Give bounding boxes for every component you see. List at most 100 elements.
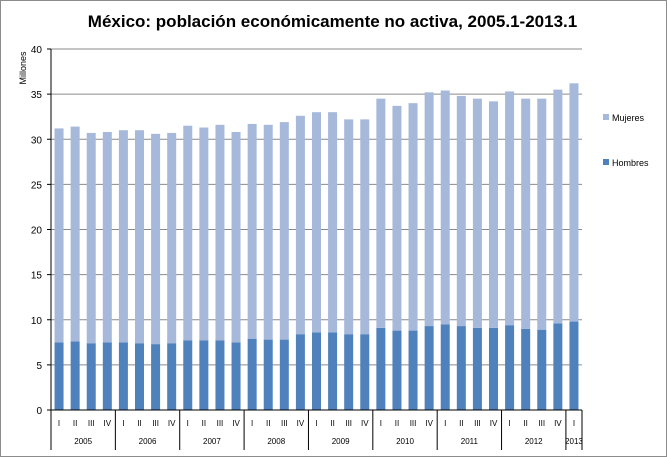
bar-mujeres [151, 133, 161, 345]
bar-hombres [312, 332, 321, 410]
bar-hombres [86, 343, 96, 410]
bar-hombres [489, 327, 498, 410]
x-year-label: 2011 [461, 437, 479, 446]
x-tick-label: II [73, 419, 77, 428]
legend-label-hombres: Hombres [612, 158, 649, 168]
bar-hombres [247, 338, 257, 410]
bar-hombres [151, 344, 161, 410]
bar-mujeres [408, 103, 418, 331]
bar-mujeres [344, 119, 354, 335]
bar-hombres [537, 329, 547, 410]
chart-title: México: población económicamente no acti… [87, 12, 578, 31]
bar-mujeres [86, 132, 96, 344]
x-tick-label: III [538, 419, 545, 428]
bar-hombres [199, 340, 209, 410]
bar-hombres [521, 328, 531, 410]
bar-hombres [328, 332, 338, 410]
bar-hombres [279, 339, 289, 410]
x-tick-label: I [380, 419, 382, 428]
bar-mujeres [328, 112, 338, 333]
x-tick-label: I [187, 419, 189, 428]
x-year-label: 2005 [74, 437, 92, 446]
x-year-label: 2007 [203, 437, 221, 446]
bar-mujeres [472, 98, 482, 328]
bar-mujeres [54, 128, 64, 343]
bar-mujeres [521, 98, 531, 329]
x-tick-label: I [508, 419, 510, 428]
bar-mujeres [537, 98, 547, 330]
x-tick-label: II [137, 419, 141, 428]
x-tick-label: III [217, 419, 224, 428]
x-tick-label: I [58, 419, 60, 428]
bar-hombres [118, 342, 128, 410]
bar-hombres [54, 342, 64, 410]
bar-hombres [135, 343, 144, 410]
bar-hombres [376, 327, 386, 410]
legend-label-mujeres: Mujeres [612, 113, 645, 123]
bar-mujeres [102, 132, 112, 343]
x-tick-label: III [281, 419, 288, 428]
bar-mujeres [456, 95, 466, 327]
bar-mujeres [569, 83, 579, 322]
x-year-label: 2013 [565, 437, 583, 446]
x-tick-label: I [573, 419, 575, 428]
bar-hombres [505, 325, 515, 410]
x-tick-label: II [523, 419, 527, 428]
bar-mujeres [440, 90, 450, 325]
bar-hombres [263, 339, 273, 410]
bar-mujeres [505, 91, 515, 326]
x-tick-label: III [474, 419, 481, 428]
bar-mujeres [70, 126, 80, 342]
bar-mujeres [118, 130, 128, 343]
bar-hombres [344, 334, 354, 410]
bar-hombres [167, 343, 177, 410]
x-tick-label: III [152, 419, 159, 428]
bar-mujeres [199, 127, 209, 341]
y-tick-label: 0 [36, 406, 42, 417]
bar-mujeres [215, 124, 225, 341]
y-tick-label: 5 [36, 361, 42, 372]
x-tick-label: III [88, 419, 95, 428]
x-tick-label: I [315, 419, 317, 428]
bar-hombres [215, 340, 225, 410]
bar-mujeres [376, 98, 386, 328]
bar-mujeres [135, 130, 144, 344]
x-tick-label: IV [104, 419, 112, 428]
y-tick-label: 15 [31, 271, 43, 282]
bar-hombres [183, 340, 193, 410]
bar-hombres [102, 342, 112, 410]
bar-mujeres [553, 89, 563, 324]
x-tick-label: IV [297, 419, 305, 428]
bar-mujeres [424, 92, 434, 327]
x-tick-label: IV [232, 419, 240, 428]
bar-hombres [472, 327, 482, 410]
bar-hombres [440, 324, 450, 410]
y-tick-label: 30 [31, 135, 43, 146]
x-tick-label: IV [168, 419, 176, 428]
x-tick-label: IV [554, 419, 562, 428]
bar-hombres [408, 330, 418, 410]
x-tick-label: IV [361, 419, 369, 428]
x-tick-label: II [202, 419, 206, 428]
x-tick-label: II [330, 419, 334, 428]
y-tick-label: 10 [31, 316, 43, 327]
legend-swatch-hombres [603, 159, 609, 165]
x-tick-label: I [122, 419, 124, 428]
x-year-label: 2008 [267, 437, 285, 446]
bar-mujeres [183, 125, 193, 341]
bar-mujeres [312, 112, 321, 333]
bar-mujeres [167, 132, 177, 344]
bar-hombres [392, 330, 402, 410]
bar-mujeres [489, 101, 498, 328]
bar-mujeres [360, 119, 370, 335]
x-year-label: 2010 [396, 437, 414, 446]
x-tick-label: I [251, 419, 253, 428]
y-tick-label: 35 [31, 90, 43, 101]
x-year-label: 2012 [525, 437, 543, 446]
bar-mujeres [263, 124, 273, 340]
x-tick-label: I [444, 419, 446, 428]
y-axis-label: Millones [18, 51, 28, 85]
bar-hombres [295, 334, 305, 410]
bar-mujeres [247, 123, 257, 339]
